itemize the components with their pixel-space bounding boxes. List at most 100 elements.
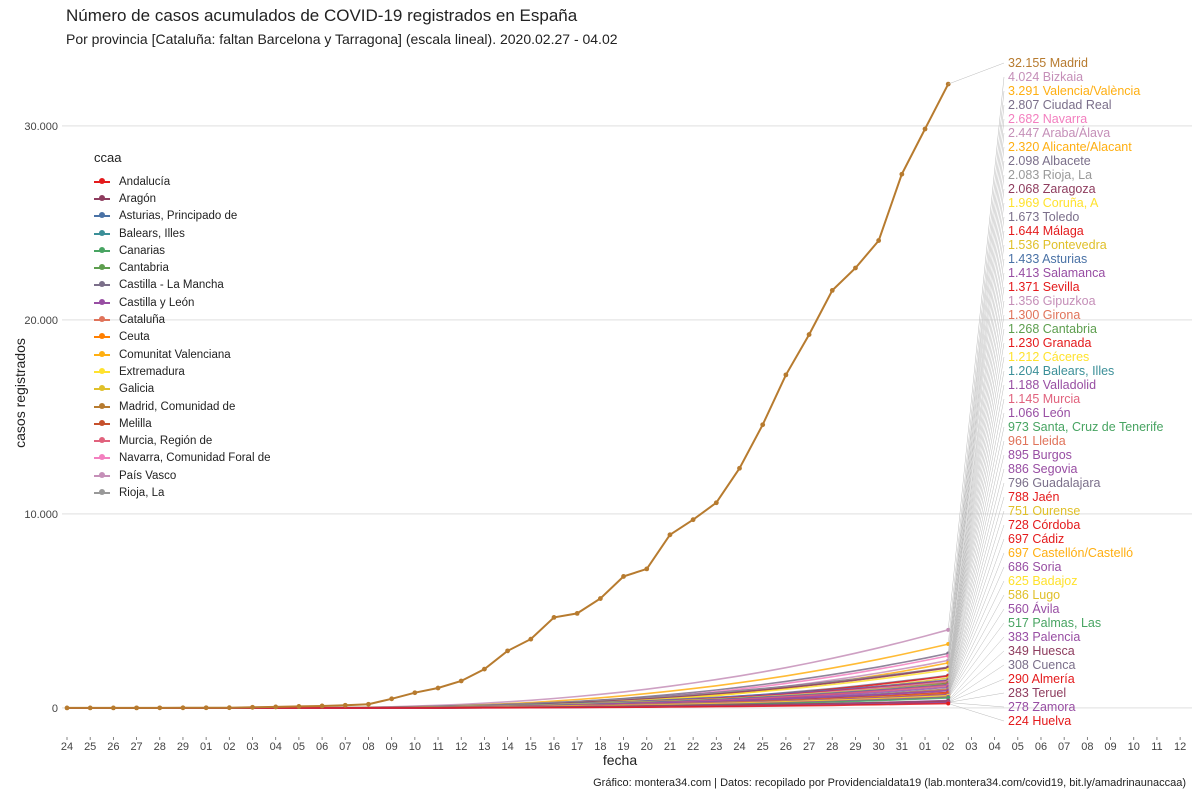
label-leader-line xyxy=(947,202,1005,670)
end-label: 1.371 Sevilla xyxy=(1008,280,1080,294)
x-tick-label: 12 xyxy=(455,741,467,753)
x-tick-label: 05 xyxy=(1012,741,1024,753)
end-label: 3.291 Valencia/València xyxy=(1008,84,1140,98)
legend-label: Galicia xyxy=(119,383,155,396)
label-leader-line xyxy=(947,580,1005,696)
x-tick-label: 16 xyxy=(548,741,560,753)
end-label: 796 Guadalajara xyxy=(1008,476,1100,490)
end-label: 1.212 Cáceres xyxy=(1008,350,1089,364)
end-label: 517 Palmas, Las xyxy=(1008,616,1101,630)
data-point-madrid xyxy=(922,126,928,132)
legend-label: Andalucía xyxy=(119,175,171,188)
label-leader-line xyxy=(948,608,1005,698)
label-leader-line xyxy=(947,524,1005,694)
x-tick-label: 04 xyxy=(988,741,1000,753)
end-label: 1.536 Pontevedra xyxy=(1008,238,1107,252)
label-leader-line xyxy=(948,594,1005,697)
end-label: 1.268 Cantabria xyxy=(1008,322,1097,336)
end-label: 728 Córdoba xyxy=(1008,518,1080,532)
x-tick-label: 09 xyxy=(1104,741,1116,753)
legend-item: País Vasco xyxy=(94,467,271,484)
x-tick-label: 01 xyxy=(200,741,212,753)
x-tick-label: 07 xyxy=(339,741,351,753)
end-label: 625 Badajoz xyxy=(1008,574,1078,588)
x-tick-label: 05 xyxy=(293,741,305,753)
legend-key xyxy=(94,262,110,274)
x-tick-label: 26 xyxy=(107,741,119,753)
label-leader-line xyxy=(947,552,1005,695)
y-tick-label: 0 xyxy=(52,703,58,715)
legend-key xyxy=(94,193,110,205)
data-point-madrid xyxy=(597,596,603,601)
label-leader-line xyxy=(947,468,1005,691)
data-point-end xyxy=(946,627,951,632)
end-label: 895 Burgos xyxy=(1008,448,1072,462)
data-point-madrid xyxy=(505,648,511,654)
label-leader-line xyxy=(948,703,1005,722)
end-label: 788 Jaén xyxy=(1008,490,1059,504)
label-leader-line xyxy=(948,664,1005,703)
data-point-madrid xyxy=(64,705,70,711)
label-leader-line xyxy=(947,328,1005,684)
label-leader-line xyxy=(948,692,1005,703)
legend-label: Murcia, Región de xyxy=(119,435,213,448)
y-tick-label: 20.000 xyxy=(24,315,58,327)
chart-title: Número de casos acumulados de COVID-19 r… xyxy=(66,6,578,25)
data-point-madrid xyxy=(737,465,742,471)
end-label: 1.066 León xyxy=(1008,406,1071,420)
x-tick-label: 29 xyxy=(177,741,189,753)
legend-item: Cataluña xyxy=(94,311,271,328)
data-point-madrid xyxy=(551,614,557,620)
label-leader-line xyxy=(947,398,1005,686)
end-label: 290 Almería xyxy=(1008,672,1075,686)
label-leader-line xyxy=(948,678,1005,703)
legend-item: Comunitat Valenciana xyxy=(94,346,271,363)
data-point-madrid xyxy=(806,332,812,337)
x-tick-label: 31 xyxy=(896,741,908,753)
end-label: 1.204 Balears, Illes xyxy=(1008,364,1114,378)
legend-key xyxy=(94,401,110,413)
end-label: 886 Segovia xyxy=(1008,462,1078,476)
end-label: 1.413 Salamanca xyxy=(1008,266,1105,280)
legend-label: Cataluña xyxy=(119,314,166,327)
end-label: 4.024 Bizkaia xyxy=(1008,70,1083,84)
x-tick-label: 06 xyxy=(316,741,328,753)
end-label: 1.300 Girona xyxy=(1008,308,1080,322)
legend-items: Andalucía Aragón Asturias, Principado de Ba… xyxy=(94,173,271,502)
label-leader-line xyxy=(948,636,1005,701)
chart-caption: Gráfico: montera34.com | Datos: recopila… xyxy=(593,777,1186,789)
label-leader-line xyxy=(947,356,1005,685)
label-leader-line xyxy=(947,160,1005,668)
end-label: 1.673 Toledo xyxy=(1008,210,1079,224)
data-point-madrid xyxy=(644,566,650,572)
data-point-madrid xyxy=(203,705,209,711)
x-tick-label: 28 xyxy=(826,741,838,753)
legend-item: Extremadura xyxy=(94,363,271,380)
legend-key xyxy=(94,176,110,188)
legend-item: Andalucía xyxy=(94,173,271,190)
legend: ccaa Andalucía Aragón Asturias, Principado… xyxy=(94,150,271,502)
legend-key xyxy=(94,435,110,447)
legend-item: Navarra, Comunidad Foral de xyxy=(94,450,271,467)
end-label: 2.083 Rioja, La xyxy=(1008,168,1092,182)
y-axis-label: casos registrados xyxy=(12,338,28,448)
end-label: 349 Huesca xyxy=(1008,644,1075,658)
end-label: 224 Huelva xyxy=(1008,714,1071,728)
legend-label: Aragón xyxy=(119,192,157,205)
x-tick-label: 01 xyxy=(919,741,931,753)
x-tick-label: 10 xyxy=(409,741,421,753)
label-leader-line xyxy=(947,258,1005,681)
x-tick-label: 13 xyxy=(478,741,490,753)
legend-item: Galicia xyxy=(94,381,271,398)
x-tick-label: 28 xyxy=(154,741,166,753)
data-point-madrid xyxy=(899,171,905,177)
legend-label: Melilla xyxy=(119,417,152,430)
label-leader-line xyxy=(947,300,1005,682)
x-tick-label: 11 xyxy=(432,741,443,753)
legend-label: Cantabria xyxy=(119,262,169,275)
label-leader-line xyxy=(947,384,1005,685)
legend-label: Extremadura xyxy=(119,365,185,378)
x-tick-label: 24 xyxy=(733,741,745,753)
x-tick-label: 27 xyxy=(803,741,815,753)
legend-title: ccaa xyxy=(94,150,122,165)
